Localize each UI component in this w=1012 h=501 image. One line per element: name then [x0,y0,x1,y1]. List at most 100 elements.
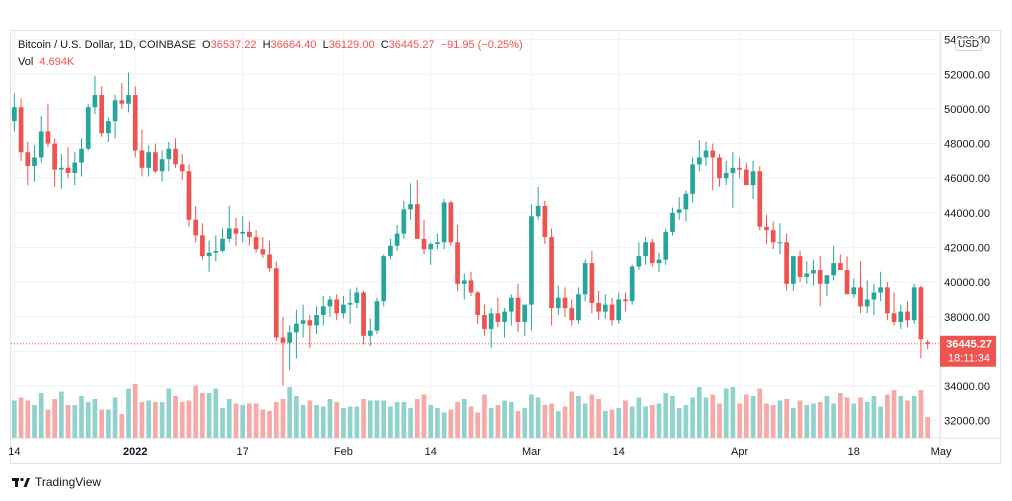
candle-body [696,157,702,165]
volume-bar [609,409,615,438]
candle-body [388,245,393,257]
candle-body [267,254,272,269]
candle-body [25,152,31,167]
x-tick-label: Mar [522,446,541,458]
volume-bar [817,402,823,438]
volume-bar [126,388,131,438]
candle-body [247,231,252,238]
tradingview-logo[interactable]: TradingView [12,475,101,489]
candle-body [623,299,628,302]
candle-body [858,287,863,307]
x-tick-label: 14 [613,446,625,458]
volume-bar [482,394,487,438]
candle-body [529,216,534,305]
x-tick-label: 14 [8,446,20,458]
open-value: 36537.22 [210,39,257,51]
volume-bar [750,396,756,438]
candle-body [307,320,313,326]
volume-bar [347,406,353,438]
volume-bar [367,400,373,438]
volume-bar [79,396,84,438]
volume-bar [294,396,299,438]
volume-legend: Vol 4.694K [18,56,74,68]
volume-bar [99,409,105,438]
volume-bar [92,399,98,438]
volume-bar [851,403,857,438]
open-label: O [202,39,211,51]
candle-body [347,302,353,305]
volume-bar [576,396,581,438]
volume-bar [670,396,675,438]
candle-body [52,143,57,170]
candle-body [213,250,219,253]
volume-bar [341,408,346,438]
candle-body [710,150,716,158]
volume-bar [25,400,31,438]
candle-body [542,205,548,238]
volume-bar [213,388,219,438]
volume-bar [488,408,494,438]
candle-body [589,263,595,303]
volume-label: Vol [18,56,34,68]
candle-body [663,231,669,260]
candle-body [193,219,199,236]
x-tick-label: May [931,446,952,458]
volume-bar [529,394,534,438]
volume-bar [777,400,783,438]
change-value: −91.95 (−0.25%) [440,39,523,51]
candle-body [455,242,460,284]
volume-bar [374,400,380,438]
x-tick-label: 14 [425,446,437,458]
candle-body [703,150,709,158]
candle-body [482,315,487,329]
x-tick-label: 17 [237,446,249,458]
volume-bar [905,400,910,438]
candle-body [878,287,883,293]
volume-bar [495,405,501,438]
volume-bar [320,406,326,438]
candle-body [186,171,192,220]
candle-body [139,150,145,168]
volume-bar [596,399,601,438]
low-label: L [322,39,329,51]
candle-body [488,313,494,329]
candle-body [153,152,158,172]
candle-body [737,167,742,170]
volume-bar [267,411,272,438]
candle-body [804,273,810,277]
volume-bar [233,403,239,438]
volume-bar [797,400,803,438]
volume-bar [173,396,178,438]
volume-bar [253,403,259,438]
candle-body [515,297,521,322]
candle-body [831,263,836,276]
ohlc-legend: Bitcoin / U.S. Dollar, 1D, COINBASE O365… [18,39,523,51]
candle-body [280,337,286,343]
volume-bar [562,406,568,438]
candle-body [636,256,642,267]
candle-body [12,107,17,122]
candle-body [92,95,98,108]
candle-body [435,242,440,245]
candle-body [864,299,870,307]
candle-body [361,292,366,336]
candle-body [18,107,24,153]
volume-bar [743,394,749,438]
volume-bar [535,397,541,438]
candle-body [535,205,541,217]
y-tick-label: 40000.00 [944,277,990,289]
currency-badge[interactable]: USD [955,38,983,51]
volume-bar [549,403,554,438]
volume-bar [206,393,212,438]
close-label: C [380,39,389,51]
y-tick-label: 44000.00 [944,208,990,220]
volume-bar [132,384,138,438]
volume-bar [629,406,635,438]
x-tick-label: Feb [334,446,353,458]
candle-body [320,306,326,316]
candle-body [414,204,420,239]
candle-body [844,270,850,295]
volume-bar [616,408,622,438]
volume-bar [59,391,64,438]
